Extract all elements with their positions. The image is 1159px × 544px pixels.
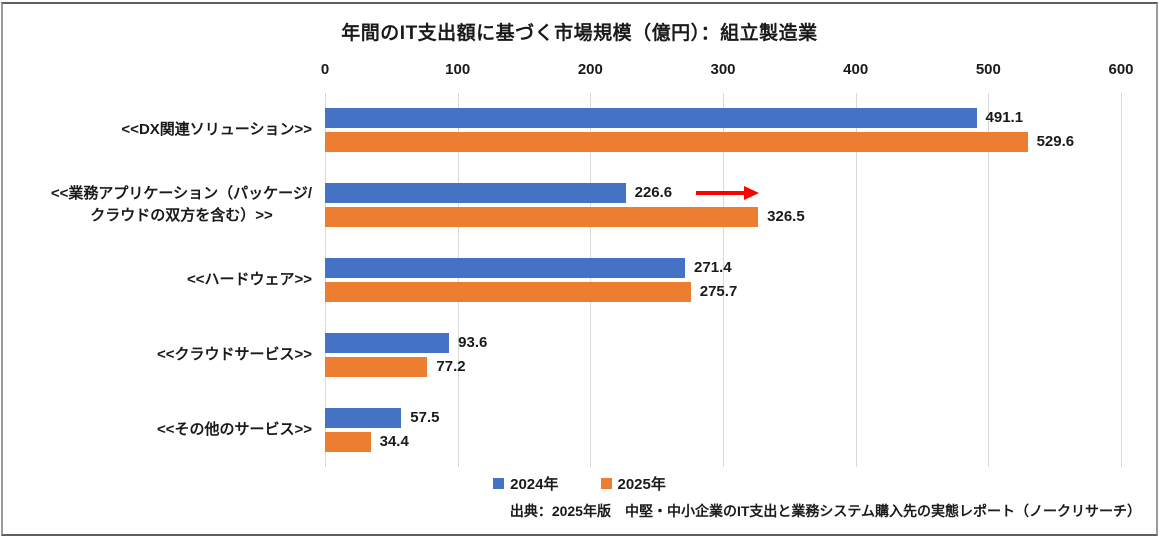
- legend-label: 2024年: [510, 476, 559, 493]
- value-label: 93.6: [458, 333, 488, 351]
- gridline: [457, 93, 459, 467]
- chart-title: 年間のIT支出額に基づく市場規模（億円）：組立製造業: [341, 23, 818, 44]
- legend-label: 2025年: [617, 476, 666, 493]
- source-note: 出典：2025年版 中堅・中小企業のIT支出と業務システム購入先の実態レポート（…: [509, 503, 1141, 519]
- bar-2024年: [325, 407, 402, 428]
- x-axis-tick-label: 500: [975, 61, 1001, 78]
- gridline: [855, 93, 857, 467]
- value-label: 529.6: [1036, 133, 1075, 151]
- legend-item-2025年: 2025年: [600, 473, 666, 494]
- bar-2024年: [325, 258, 686, 278]
- bar-2024年: [325, 332, 450, 353]
- value-label: 326.5: [767, 208, 805, 226]
- value-label: 77.2: [436, 357, 466, 375]
- gridline: [723, 93, 724, 467]
- category-label: <<ハードウェア>>: [186, 270, 312, 288]
- value-label: 491.1: [985, 109, 1024, 127]
- bar-2025年: [325, 431, 371, 452]
- x-axis-tick-label: 300: [710, 61, 736, 78]
- legend-swatch-icon: [493, 478, 505, 489]
- value-label: 34.4: [379, 432, 409, 450]
- value-label: 271.4: [694, 259, 732, 276]
- category-label: <<その他のサービス>>: [156, 420, 312, 438]
- x-axis-tick-label: 100: [445, 61, 471, 78]
- chart-legend: 2024年 2025年: [0, 473, 1159, 494]
- x-axis-tick-label: 200: [577, 61, 603, 78]
- bar-2025年: [325, 282, 691, 302]
- x-axis-tick-label: 0: [320, 61, 330, 78]
- x-axis-tick-label: 400: [843, 61, 869, 78]
- bar-2024年: [325, 108, 977, 129]
- gridline: [325, 93, 326, 467]
- value-label: 57.5: [410, 408, 440, 426]
- category-label: <<クラウドサービス>>: [156, 345, 312, 363]
- gridline: [1121, 93, 1122, 467]
- bar-2025年: [325, 207, 759, 228]
- bar-2024年: [325, 183, 626, 204]
- legend-swatch-icon: [600, 478, 612, 489]
- gridline: [590, 93, 592, 467]
- value-label: 226.6: [634, 184, 673, 202]
- value-label: 275.7: [699, 283, 738, 300]
- category-label: <<DX関連ソリューション>>: [121, 121, 312, 139]
- legend-item-2024年: 2024年: [493, 473, 559, 494]
- gridline: [988, 93, 990, 467]
- x-axis-tick-label: 600: [1108, 61, 1134, 78]
- trend-arrow-icon: [695, 185, 760, 206]
- bar-2025年: [325, 132, 1028, 153]
- bar-2025年: [325, 356, 428, 377]
- category-label: <<業務アプリケーション（パッケージ/クラウドの双方を含む）>>: [50, 185, 312, 225]
